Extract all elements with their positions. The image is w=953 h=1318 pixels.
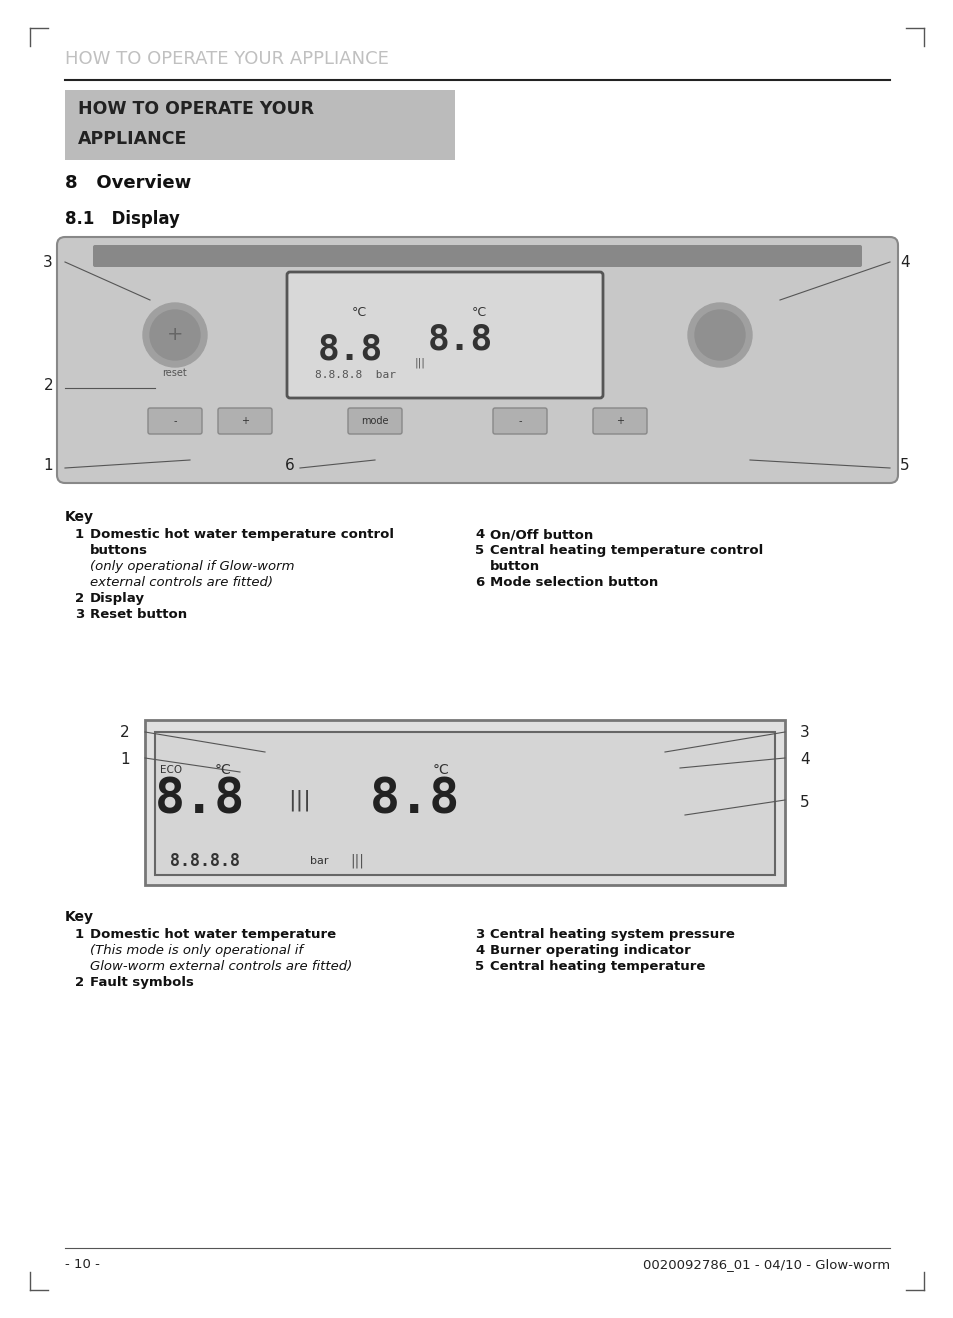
Text: 8.8: 8.8 [427,323,492,357]
Text: 4: 4 [475,529,484,540]
Circle shape [687,303,751,366]
Text: 8.1   Display: 8.1 Display [65,210,180,228]
Text: 3: 3 [43,254,53,270]
Text: °C: °C [433,763,449,778]
Text: |||: ||| [415,357,425,368]
Text: 2: 2 [75,592,84,605]
Circle shape [150,310,200,360]
Text: Fault symbols: Fault symbols [90,977,193,988]
Text: button: button [490,560,539,573]
Text: 4: 4 [800,753,809,767]
Text: Glow-worm external controls are fitted): Glow-worm external controls are fitted) [90,960,352,973]
Text: +: + [241,416,249,426]
Text: HOW TO OPERATE YOUR APPLIANCE: HOW TO OPERATE YOUR APPLIANCE [65,50,389,69]
Text: °C: °C [214,763,232,778]
FancyBboxPatch shape [348,409,401,434]
Text: Reset button: Reset button [90,608,187,621]
Text: 6: 6 [475,576,484,589]
Text: Key: Key [65,909,94,924]
Text: external controls are fitted): external controls are fitted) [90,576,273,589]
Text: |||: ||| [350,854,363,869]
Text: 1: 1 [75,928,84,941]
Text: -: - [517,416,521,426]
Text: 8.8: 8.8 [370,776,459,824]
Text: 5: 5 [800,795,809,811]
Text: Central heating system pressure: Central heating system pressure [490,928,734,941]
Text: 4: 4 [899,254,908,270]
Text: 0020092786_01 - 04/10 - Glow-worm: 0020092786_01 - 04/10 - Glow-worm [642,1257,889,1271]
Text: +: + [616,416,623,426]
Text: °C: °C [352,307,367,319]
Text: 1: 1 [43,457,53,472]
Text: Burner operating indicator: Burner operating indicator [490,944,690,957]
FancyBboxPatch shape [593,409,646,434]
Text: ECO: ECO [160,764,182,775]
Text: +: + [167,326,183,344]
Text: 1: 1 [120,753,130,767]
FancyBboxPatch shape [92,245,862,268]
Text: reset: reset [162,368,187,378]
Text: Central heating temperature control: Central heating temperature control [490,544,762,558]
Text: 2: 2 [75,977,84,988]
Text: Mode selection button: Mode selection button [490,576,658,589]
Text: - 10 -: - 10 - [65,1257,100,1271]
Text: Key: Key [65,510,94,525]
Text: 5: 5 [475,960,483,973]
Text: |||: ||| [288,789,311,811]
FancyBboxPatch shape [148,409,202,434]
Text: Central heating temperature: Central heating temperature [490,960,704,973]
Text: APPLIANCE: APPLIANCE [78,130,187,148]
Text: 1: 1 [75,529,84,540]
Text: 3: 3 [800,725,809,739]
Text: 8.8: 8.8 [317,333,382,366]
Text: bar: bar [310,855,328,866]
Text: 3: 3 [475,928,484,941]
FancyBboxPatch shape [493,409,546,434]
Text: On/Off button: On/Off button [490,529,593,540]
Text: Domestic hot water temperature: Domestic hot water temperature [90,928,335,941]
FancyBboxPatch shape [65,90,455,159]
Text: Domestic hot water temperature control: Domestic hot water temperature control [90,529,394,540]
Text: 8.8.8.8  bar: 8.8.8.8 bar [314,370,395,380]
Circle shape [143,303,207,366]
Text: (only operational if Glow-worm: (only operational if Glow-worm [90,560,294,573]
Text: 3: 3 [75,608,84,621]
Text: mode: mode [361,416,388,426]
FancyBboxPatch shape [218,409,272,434]
Text: 2: 2 [120,725,130,739]
Text: 8.8.8.8: 8.8.8.8 [170,851,240,870]
Text: HOW TO OPERATE YOUR: HOW TO OPERATE YOUR [78,100,314,119]
Text: 5: 5 [899,457,908,472]
Text: -: - [173,416,176,426]
FancyBboxPatch shape [145,720,784,884]
Text: Display: Display [90,592,145,605]
Text: 4: 4 [475,944,484,957]
Text: (This mode is only operational if: (This mode is only operational if [90,944,303,957]
FancyBboxPatch shape [154,731,774,875]
Text: 8   Overview: 8 Overview [65,174,191,192]
Text: 8.8: 8.8 [154,776,245,824]
Text: °C: °C [472,307,487,319]
Text: 5: 5 [475,544,483,558]
Text: buttons: buttons [90,544,148,558]
FancyBboxPatch shape [57,237,897,482]
Text: 2: 2 [43,377,53,393]
Text: 6: 6 [285,457,294,472]
Circle shape [695,310,744,360]
FancyBboxPatch shape [287,272,602,398]
